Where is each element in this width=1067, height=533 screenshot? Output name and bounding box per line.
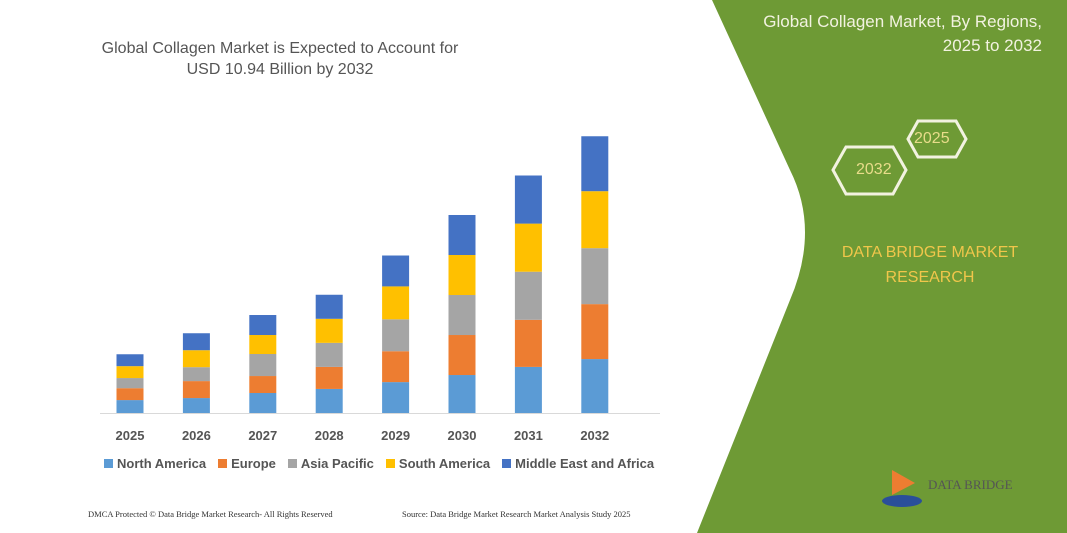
legend-item: Middle East and Africa xyxy=(502,456,654,471)
bar-segment-2030-south-america xyxy=(448,255,476,296)
side-title-line1: Global Collagen Market, By Regions, xyxy=(763,12,1042,31)
bar-segment-2025-middle-east-and-africa xyxy=(116,354,144,367)
x-tick-label: 2028 xyxy=(315,428,344,443)
brand-line2: RESEARCH xyxy=(885,269,975,286)
x-tick-label: 2031 xyxy=(514,428,543,443)
bar-segment-2029-asia-pacific xyxy=(382,319,410,352)
legend: North America Europe Asia Pacific South Ame… xyxy=(104,456,654,471)
bar-segment-2026-europe xyxy=(182,381,210,399)
footer-copyright: DMCA Protected © Data Bridge Market Rese… xyxy=(88,509,333,519)
bar-segment-2025-asia-pacific xyxy=(116,378,144,389)
bar-segment-2027-north-america xyxy=(249,392,277,413)
legend-label: Europe xyxy=(231,456,276,471)
stacked-bar-chart: 2025 2026 2027 2028 2029 2030 2031 2032 xyxy=(100,136,660,443)
legend-label: South America xyxy=(398,456,491,471)
hex-label-2025: 2025 xyxy=(914,130,950,147)
bar-segment-2028-europe xyxy=(315,366,343,389)
bar-segment-2031-europe xyxy=(514,319,542,367)
bar-segment-2027-south-america xyxy=(249,335,277,355)
x-tick-label: 2026 xyxy=(182,428,211,443)
brand-text: DATA BRIDGE MARKET RESEARCH xyxy=(800,240,1060,290)
bar-segment-2028-middle-east-and-africa xyxy=(315,294,343,319)
hex-label-2032: 2032 xyxy=(856,161,892,178)
bar-segment-2032-south-america xyxy=(581,191,609,249)
legend-swatch xyxy=(385,459,395,468)
bar-segment-2031-middle-east-and-africa xyxy=(514,175,542,224)
bar-segment-2025-europe xyxy=(116,388,144,401)
legend-label: Middle East and Africa xyxy=(515,456,655,471)
legend-label: Asia Pacific xyxy=(300,456,374,471)
legend-item: South America xyxy=(385,456,491,471)
bar-segment-2026-asia-pacific xyxy=(182,367,210,382)
legend-label: North America xyxy=(117,456,207,471)
bar-segment-2030-europe xyxy=(448,335,476,376)
bar-segment-2026-north-america xyxy=(182,398,210,413)
bar-segment-2031-north-america xyxy=(514,366,542,413)
x-tick-label: 2025 xyxy=(116,428,145,443)
legend-swatch xyxy=(287,459,297,468)
brand-line1: DATA BRIDGE MARKET xyxy=(841,244,1019,261)
side-panel-title: Global Collagen Market, By Regions, 2025… xyxy=(763,10,1042,58)
bar-segment-2029-middle-east-and-africa xyxy=(382,255,410,287)
legend-item: Asia Pacific xyxy=(287,456,374,471)
bar-segment-2030-north-america xyxy=(448,375,476,413)
legend-swatch xyxy=(104,459,113,468)
bar-segment-2027-europe xyxy=(249,376,277,393)
hexagon-2032-icon xyxy=(831,145,908,196)
legend-item: North America xyxy=(104,456,206,471)
bar-segment-2030-middle-east-and-africa xyxy=(448,214,476,256)
bar-segment-2025-north-america xyxy=(116,400,144,413)
bar-segment-2029-south-america xyxy=(382,286,410,320)
bar-segment-2027-asia-pacific xyxy=(249,354,277,377)
hexagon-2025-icon xyxy=(906,119,968,159)
x-tick-label: 2029 xyxy=(381,428,410,443)
bar-segment-2031-south-america xyxy=(514,223,542,272)
x-tick-label: 2030 xyxy=(448,428,477,443)
x-tick-label: 2027 xyxy=(248,428,277,443)
hexagon-icons xyxy=(831,119,968,196)
footer-source: Source: Data Bridge Market Research Mark… xyxy=(402,509,631,519)
bar-segment-2030-asia-pacific xyxy=(448,295,476,336)
legend-swatch xyxy=(502,459,512,468)
bar-segment-2032-north-america xyxy=(581,359,609,413)
data-bridge-logo: DATA BRIDGE xyxy=(882,470,1013,507)
bar-segment-2032-europe xyxy=(581,304,609,360)
bar-segment-2026-south-america xyxy=(182,350,210,368)
bar-segment-2032-asia-pacific xyxy=(581,248,609,305)
bar-segment-2027-middle-east-and-africa xyxy=(249,315,277,336)
bar-segment-2028-north-america xyxy=(315,388,343,413)
bar-segment-2028-south-america xyxy=(315,318,343,343)
bar-segment-2032-middle-east-and-africa xyxy=(581,136,609,192)
bar-segment-2025-south-america xyxy=(116,366,144,379)
bar-segment-2028-asia-pacific xyxy=(315,342,343,367)
svg-text:DATA BRIDGE: DATA BRIDGE xyxy=(928,477,1013,492)
bar-segment-2029-europe xyxy=(382,351,410,383)
chart-title: Global Collagen Market is Expected to Ac… xyxy=(101,40,459,78)
side-title-line2: 2025 to 2032 xyxy=(942,36,1042,55)
bar-segment-2026-middle-east-and-africa xyxy=(182,333,210,351)
legend-swatch xyxy=(218,459,228,468)
legend-item: Europe xyxy=(218,456,276,471)
bar-segment-2031-asia-pacific xyxy=(514,271,542,320)
x-tick-label: 2032 xyxy=(580,428,609,443)
bar-segment-2029-north-america xyxy=(382,382,410,413)
